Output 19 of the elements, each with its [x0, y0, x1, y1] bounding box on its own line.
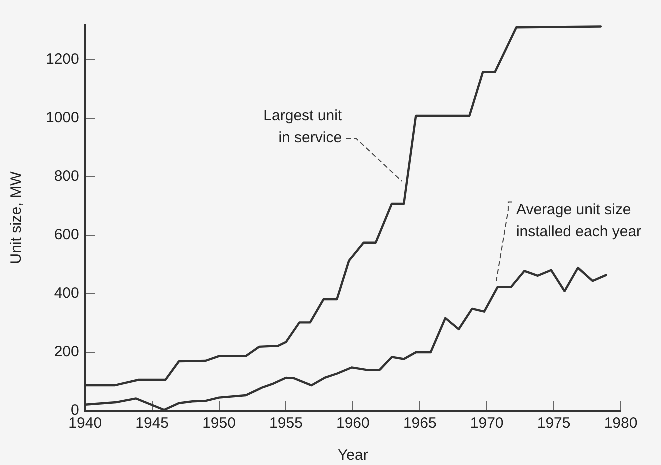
annotation: Average unit size installed each year	[516, 201, 642, 240]
y-tick-label: 1000	[46, 110, 80, 127]
x-tick-label: 1975	[537, 415, 571, 432]
x-tick-label: 1980	[604, 415, 638, 432]
x-tick-label: 1940	[68, 415, 102, 432]
x-tick-label: 1945	[136, 415, 170, 432]
x-axis-title: Year	[338, 447, 368, 464]
y-tick-label: 400	[54, 285, 80, 302]
y-tick-label: 200	[54, 344, 80, 361]
x-tick-label: 1955	[270, 415, 303, 432]
annotation: Largest unit in service	[264, 108, 343, 147]
x-tick-label: 1965	[403, 415, 437, 432]
y-tick-label: 1200	[46, 51, 80, 68]
x-tick-label: 1960	[336, 415, 370, 432]
y-tick-label: 800	[54, 168, 80, 186]
y-axis-title: Unit size, MW	[8, 170, 26, 264]
x-tick-label: 1950	[202, 415, 236, 432]
y-tick-label: 600	[54, 226, 80, 244]
x-tick-label: 1970	[470, 415, 504, 432]
